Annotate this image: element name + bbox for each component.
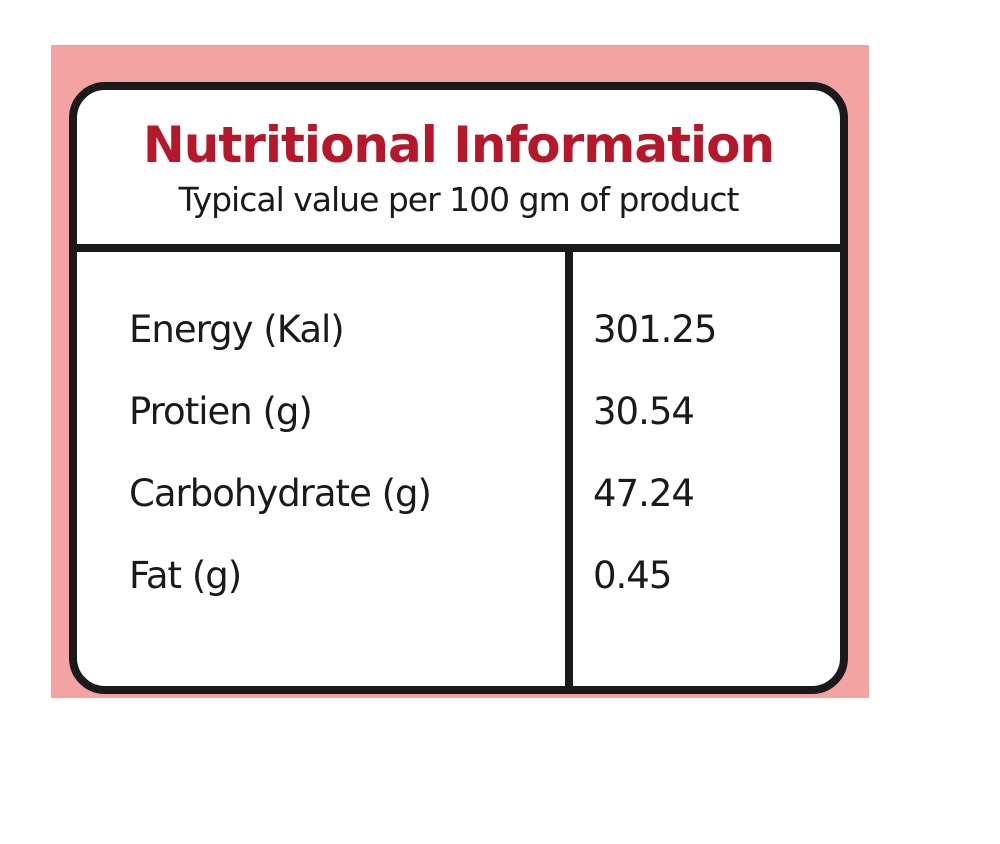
subtitle: Typical value per 100 gm of product [178, 180, 740, 219]
title: Nutritional Information [142, 116, 775, 174]
nutrient-value: 47.24 [593, 472, 695, 515]
nutrient-name: Energy (Kal) [129, 308, 345, 351]
nutrition-card: Nutritional Information Typical value pe… [69, 82, 848, 694]
nutrient-value: 30.54 [593, 390, 695, 433]
nutrient-value: 0.45 [593, 554, 672, 597]
nutrient-name: Carbohydrate (g) [129, 472, 432, 515]
nutrient-name: Fat (g) [129, 554, 242, 597]
header: Nutritional Information Typical value pe… [77, 90, 840, 252]
nutrient-value: 301.25 [593, 308, 717, 351]
nutrient-name: Protien (g) [129, 390, 313, 433]
column-divider [565, 252, 573, 686]
